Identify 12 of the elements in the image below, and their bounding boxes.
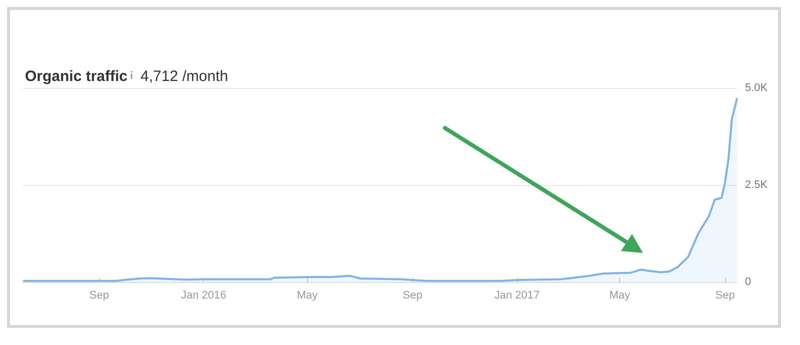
x-tick-label: Sep (89, 290, 109, 302)
y-tick-label: 5.0K (745, 82, 768, 94)
chart-subtitle: 4,712 /month (140, 68, 228, 85)
x-tick-label: Jan 2017 (494, 290, 540, 302)
x-tick-label: Jan 2016 (181, 290, 226, 302)
y-tick-label: 2.5K (745, 179, 768, 191)
x-tick-label: Sep (715, 290, 735, 302)
chart-title: Organic traffic (25, 68, 128, 85)
x-tick-label: May (609, 290, 631, 302)
x-tick-label: May (296, 290, 318, 302)
y-tick-label: 0 (745, 276, 752, 288)
x-tick-label: Sep (402, 290, 422, 302)
